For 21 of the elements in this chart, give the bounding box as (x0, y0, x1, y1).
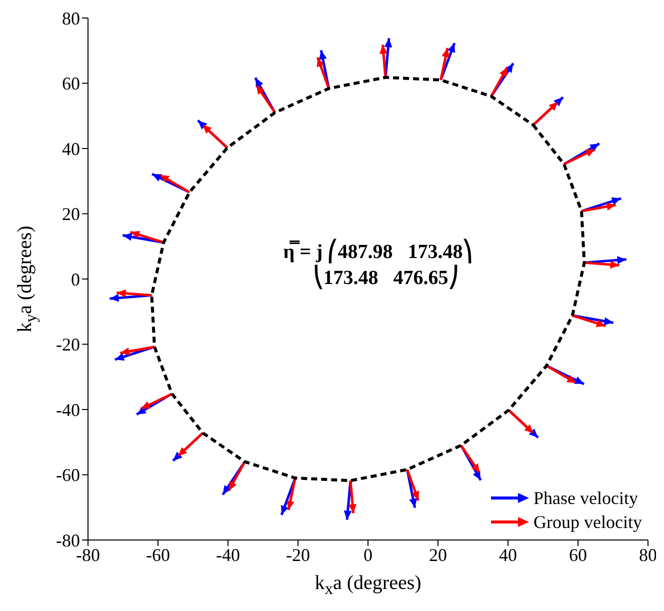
y-tick-label: -80 (56, 530, 80, 550)
legend-label: Group velocity (534, 512, 642, 532)
x-tick-label: 40 (499, 544, 517, 565)
y-tick-label: 0 (71, 269, 80, 290)
x-tick-label: -20 (286, 544, 310, 565)
y-tick-label: -20 (56, 334, 80, 355)
y-tick-label: 60 (62, 74, 80, 94)
x-tick-label: 60 (569, 544, 587, 565)
legend-label: Phase velocity (534, 488, 638, 508)
x-tick-label: 80 (639, 544, 657, 565)
x-tick-label: 20 (429, 544, 447, 565)
x-tick-label: -40 (216, 544, 240, 565)
x-axis-title: k$_{x}$a (degrees) (314, 572, 422, 599)
y-tick-label: 80 (62, 8, 80, 28)
x-tick-label: 0 (364, 544, 372, 565)
annotation: η̿ = j ⎛487.98 173.48⎞ ⎝173.48 476.65⎠ (283, 239, 473, 291)
y-tick-label: -60 (56, 465, 80, 486)
y-tick-label: 20 (62, 204, 80, 224)
x-tick-label: -60 (146, 544, 170, 565)
y-tick-label: 40 (62, 138, 80, 159)
y-tick-label: -40 (56, 400, 80, 420)
